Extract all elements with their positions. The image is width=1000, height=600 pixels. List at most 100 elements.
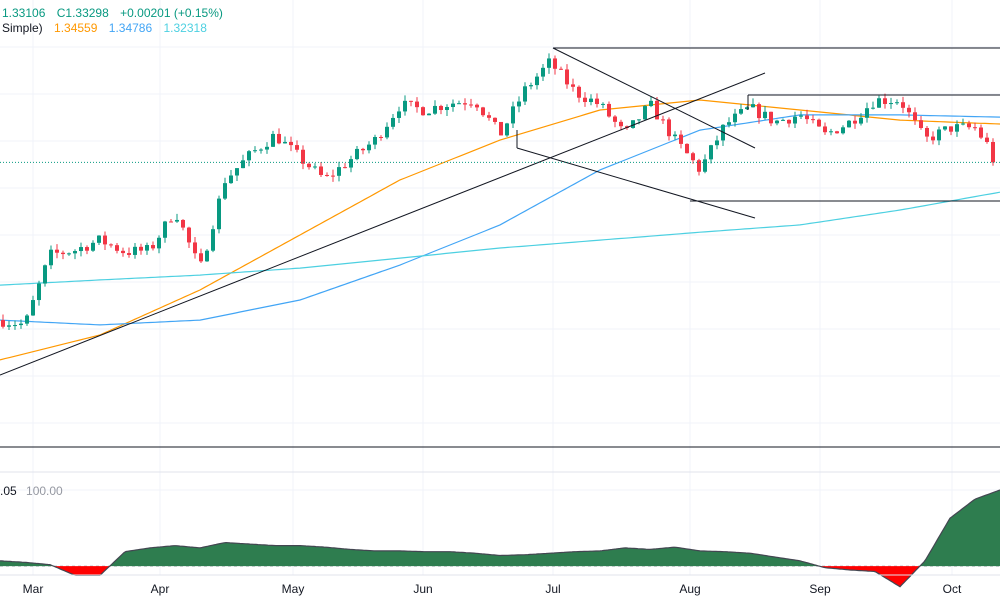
- candle-body: [307, 163, 311, 168]
- candle-body: [967, 123, 971, 128]
- change-value: +0.00201 (+0.15%): [120, 6, 223, 20]
- oscillator-legend: .05 100.00: [0, 484, 63, 498]
- candle-body: [421, 107, 425, 116]
- candle-body: [523, 86, 527, 102]
- candle-body: [205, 250, 209, 262]
- candle-body: [175, 219, 179, 222]
- candle-body: [265, 146, 269, 150]
- ma50-value: 1.34559: [54, 21, 98, 35]
- candle-body: [877, 98, 881, 108]
- candle-body: [931, 136, 935, 141]
- ma200-value: 1.32318: [163, 21, 207, 35]
- wedge-upper-line[interactable]: [552, 47, 756, 149]
- x-tick-label: May: [281, 582, 305, 596]
- candle-body: [847, 120, 851, 128]
- candle-body: [619, 121, 623, 127]
- candle-body: [181, 219, 185, 228]
- candle-body: [919, 120, 923, 128]
- candle-body: [901, 102, 905, 108]
- candle-body: [259, 149, 263, 151]
- ma-legend: Simple) 1.34559 1.34786 1.32318: [2, 21, 215, 35]
- close-value: C1.33298: [56, 6, 109, 20]
- candle-body: [973, 127, 977, 129]
- candle-body: [127, 253, 131, 255]
- candle-body: [835, 131, 839, 134]
- candle-body: [673, 134, 677, 137]
- x-tick-label: Mar: [22, 582, 44, 596]
- candle-body: [253, 150, 257, 152]
- candle-body: [541, 67, 545, 77]
- candle-body: [865, 108, 869, 118]
- candle-body: [247, 151, 251, 161]
- moving-average-line: [0, 99, 1000, 361]
- moving-average-line: [0, 191, 1000, 286]
- candle-body: [325, 174, 329, 176]
- candle-body: [349, 159, 353, 168]
- candle-body: [151, 245, 155, 249]
- oscillator-pane: [0, 489, 1000, 588]
- candle-body: [757, 104, 761, 119]
- candle-body: [427, 113, 431, 116]
- candle-body: [463, 103, 467, 105]
- candle-body: [439, 105, 443, 111]
- candle-body: [403, 100, 407, 112]
- candle-body: [745, 107, 749, 110]
- candle-body: [961, 123, 965, 125]
- candle-body: [19, 323, 23, 326]
- candle-body: [805, 115, 809, 120]
- candle-body: [607, 103, 611, 117]
- candle-body: [817, 119, 821, 127]
- candle-body: [67, 253, 71, 255]
- candle-body: [715, 140, 719, 146]
- candle-body: [241, 160, 245, 169]
- wedge-lower-line[interactable]: [516, 147, 756, 219]
- candle-body: [943, 126, 947, 130]
- candle-body: [787, 119, 791, 124]
- candle-body: [751, 104, 755, 108]
- candles: [1, 53, 995, 330]
- candle-body: [43, 265, 47, 284]
- candle-body: [271, 133, 275, 147]
- candle-body: [457, 103, 461, 105]
- candle-body: [811, 119, 815, 121]
- candle-body: [685, 143, 689, 154]
- candle-body: [13, 325, 17, 327]
- candle-body: [7, 325, 11, 327]
- candle-body: [193, 242, 197, 254]
- candle-body: [229, 175, 233, 184]
- candle-body: [697, 160, 701, 172]
- candle-body: [487, 115, 491, 118]
- candle-body: [511, 106, 515, 124]
- candle-body: [613, 116, 617, 122]
- candle-body: [547, 58, 551, 68]
- candle-body: [637, 119, 641, 121]
- candle-body: [553, 58, 557, 69]
- candle-body: [733, 113, 737, 123]
- moving-averages: [0, 99, 1000, 361]
- candle-body: [187, 227, 191, 243]
- candle-body: [121, 250, 125, 254]
- candle-body: [235, 168, 239, 176]
- candle-body: [991, 141, 995, 163]
- candle-body: [661, 119, 665, 121]
- candle-body: [25, 315, 29, 324]
- candle-body: [91, 242, 95, 251]
- candle-body: [277, 133, 281, 144]
- candle-body: [97, 235, 101, 243]
- candle-body: [529, 85, 533, 87]
- candle-body: [355, 148, 359, 160]
- candle-body: [571, 84, 575, 87]
- candle-body: [841, 127, 845, 134]
- candle-body: [565, 69, 569, 85]
- candle-body: [139, 246, 143, 251]
- grid: [0, 0, 1000, 575]
- trendline-rising[interactable]: [0, 72, 766, 376]
- ma-label: Simple): [2, 21, 43, 35]
- x-tick-label: Sep: [809, 582, 831, 596]
- candle-body: [739, 109, 743, 114]
- moving-average-line: [0, 114, 1000, 326]
- candle-body: [145, 245, 149, 251]
- oscillator-negative-area: [0, 566, 1000, 587]
- candle-body: [157, 237, 161, 249]
